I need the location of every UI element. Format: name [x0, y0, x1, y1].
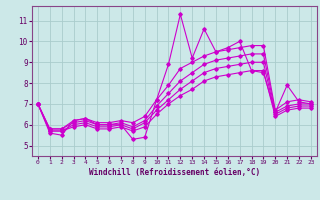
X-axis label: Windchill (Refroidissement éolien,°C): Windchill (Refroidissement éolien,°C): [89, 168, 260, 177]
